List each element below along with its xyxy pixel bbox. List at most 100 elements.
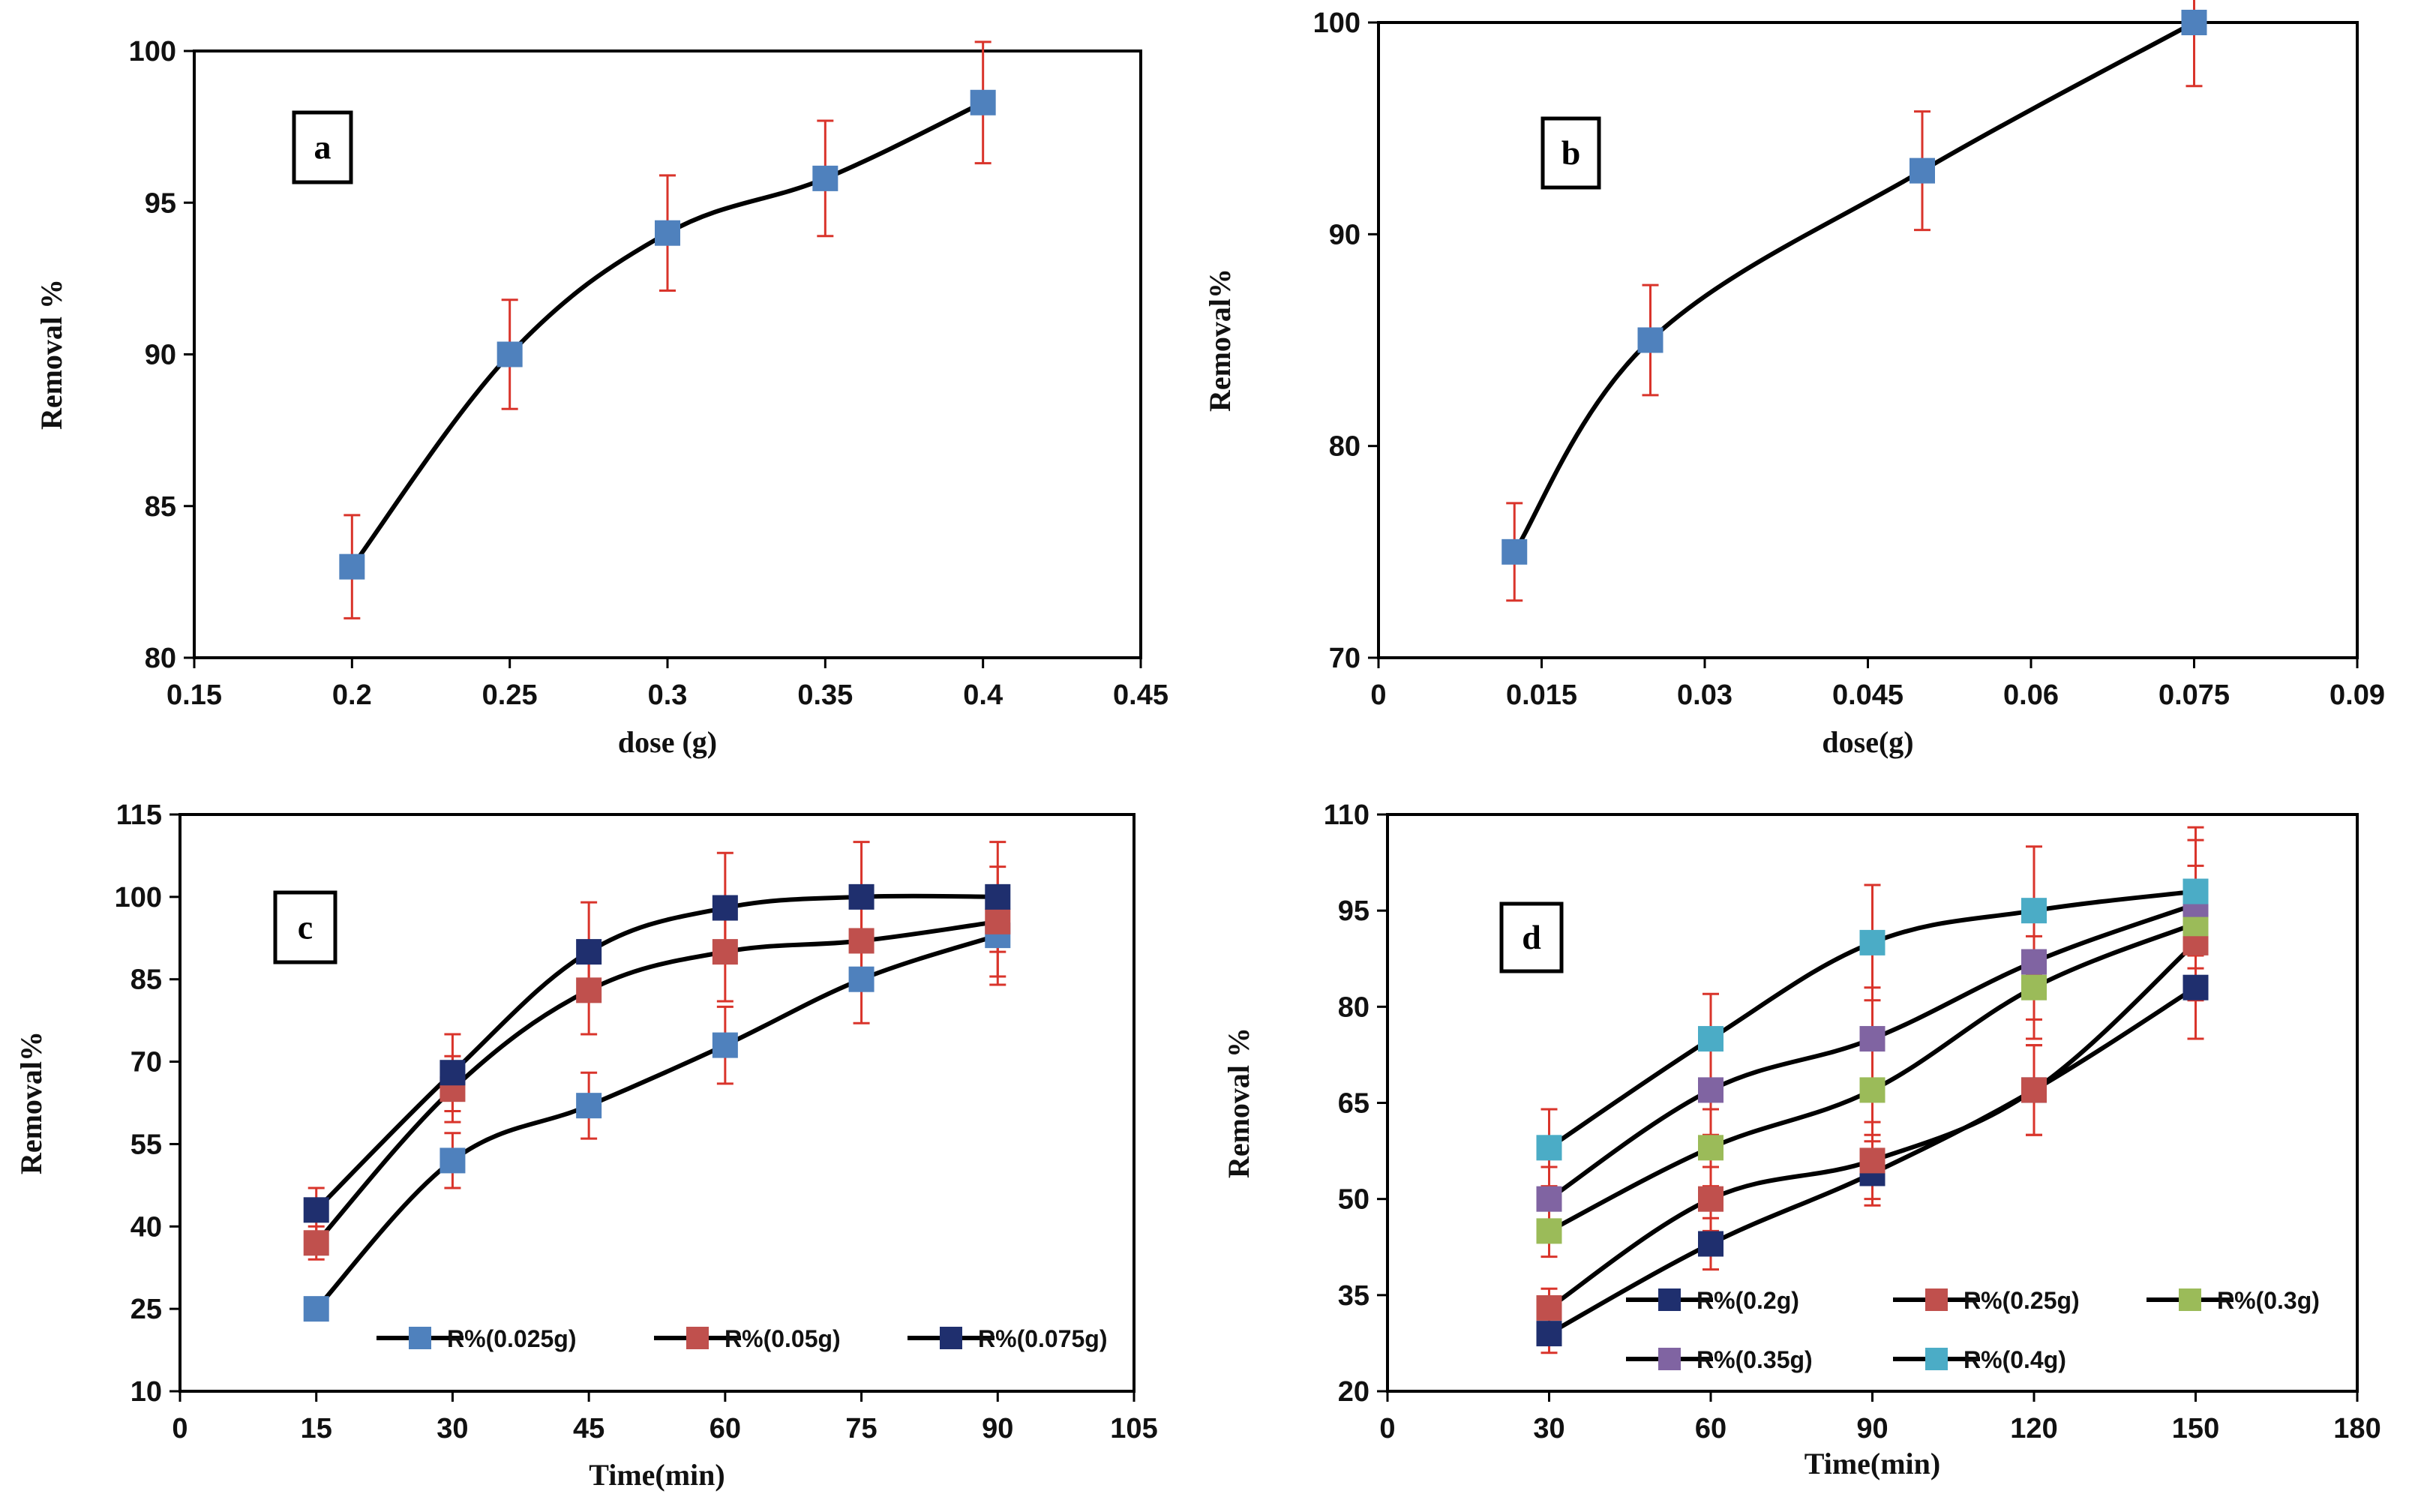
x-tick-label: 90	[1856, 1413, 1888, 1444]
x-axis-label: Time(min)	[589, 1458, 724, 1492]
x-tick-label: 0.3	[648, 680, 688, 711]
data-point	[1859, 1077, 1886, 1103]
data-point	[2181, 10, 2207, 35]
x-tick-label: 120	[2010, 1413, 2057, 1444]
x-tick-label: 60	[710, 1413, 741, 1444]
y-tick-label: 85	[130, 964, 162, 996]
panel-label-box	[273, 890, 338, 964]
y-axis-label: Removal%	[1203, 268, 1237, 412]
data-point	[576, 1093, 602, 1119]
y-tick-label: 35	[1338, 1280, 1370, 1312]
data-point	[1698, 1026, 1724, 1052]
x-tick-label: 0.45	[1113, 680, 1168, 711]
x-tick-label: 0.075	[2158, 680, 2230, 711]
data-point	[303, 1230, 329, 1256]
data-point	[1536, 1321, 1562, 1347]
legend-label: R%(0.2g)	[1696, 1287, 1799, 1314]
data-point	[1698, 1231, 1724, 1257]
x-tick-label: 0.045	[1832, 680, 1904, 711]
legend-marker	[2179, 1288, 2201, 1311]
data-point	[812, 165, 838, 191]
x-tick-label: 0	[172, 1413, 188, 1444]
series-line	[1512, 20, 2195, 554]
x-tick-label: 60	[1695, 1413, 1726, 1444]
panel-label-box	[1499, 902, 1564, 974]
data-point	[2182, 974, 2209, 1000]
y-tick-label: 100	[115, 882, 162, 914]
legend-marker	[940, 1327, 962, 1349]
data-point	[496, 341, 523, 368]
y-tick-label: 10	[130, 1376, 162, 1408]
y-tick-label: 55	[130, 1129, 162, 1160]
legend-marker	[409, 1327, 431, 1349]
data-point	[440, 1060, 466, 1086]
x-tick-label: 90	[982, 1413, 1013, 1444]
data-point	[2182, 878, 2209, 904]
panel-label: c	[298, 908, 313, 946]
panel-c: 10 25 40 55 70 85 100 115 0 15 30 45 60 75 90 105 Time(m…	[14, 800, 1158, 1492]
x-tick-label: 0.15	[166, 680, 222, 711]
data-point	[655, 220, 680, 246]
x-tick-label: 30	[436, 1413, 468, 1444]
data-point	[1698, 1135, 1724, 1161]
data-point	[339, 554, 365, 580]
x-tick-label: 0.35	[797, 680, 853, 711]
y-tick-label: 100	[129, 36, 176, 68]
panel-label: a	[314, 128, 332, 166]
data-point	[2021, 949, 2047, 975]
legend-label: R%(0.25g)	[1964, 1287, 2080, 1314]
data-point	[303, 1296, 329, 1322]
data-point	[2021, 974, 2047, 1000]
y-axis-label: Removal %	[1222, 1028, 1256, 1178]
data-point	[712, 1032, 738, 1058]
data-point	[985, 884, 1011, 910]
y-tick-label: 85	[145, 491, 176, 523]
panel-label: b	[1562, 134, 1581, 172]
x-tick-label: 0	[1370, 680, 1386, 711]
x-tick-label: 105	[1110, 1413, 1157, 1444]
x-tick-label: 150	[2172, 1413, 2219, 1444]
legend-label: R%(0.35g)	[1696, 1346, 1813, 1373]
panel-b: 70 80 90 100 0 0.015 0.03 0.045 0.06 0.075 0.09 dos…	[1203, 0, 2385, 759]
y-tick-label: 40	[130, 1211, 162, 1243]
y-axis-label: Removal%	[14, 1031, 48, 1174]
legend-label: R%(0.05g)	[724, 1325, 841, 1352]
data-point	[303, 1197, 329, 1223]
x-axis-label: dose (g)	[618, 725, 717, 759]
panel-label-box	[292, 110, 353, 184]
legend-label: R%(0.075g)	[978, 1325, 1108, 1352]
x-tick-label: 180	[2333, 1413, 2380, 1444]
y-tick-label: 100	[1313, 8, 1360, 39]
x-tick-label: 15	[301, 1413, 332, 1444]
y-tick-label: 70	[130, 1047, 162, 1078]
y-tick-label: 20	[1338, 1376, 1370, 1408]
data-point	[1698, 1077, 1724, 1103]
y-tick-label: 80	[1338, 992, 1370, 1023]
data-point	[2021, 898, 2047, 924]
x-axis-label: Time(min)	[1804, 1447, 1940, 1480]
x-axis-label: dose(g)	[1822, 725, 1913, 759]
y-tick-label: 80	[145, 643, 176, 674]
data-point	[848, 928, 874, 954]
legend-marker	[1925, 1288, 1948, 1311]
y-tick-label: 90	[145, 340, 176, 371]
data-point	[1859, 929, 1886, 956]
data-point	[576, 977, 602, 1004]
data-point	[712, 939, 738, 965]
data-point	[848, 884, 874, 910]
legend-label: R%(0.025g)	[447, 1325, 577, 1352]
panel-a: 80 85 90 95 100 0.15 0.2 0.25 0.3 0.35 0.4 0.45 dose…	[34, 36, 1168, 759]
x-tick-label: 0.2	[332, 680, 372, 711]
y-tick-label: 90	[1329, 219, 1360, 250]
data-point	[1502, 538, 1528, 565]
legend-marker	[1925, 1348, 1948, 1370]
data-point	[2021, 1077, 2047, 1103]
data-point	[712, 895, 738, 921]
panel-label: d	[1522, 918, 1541, 956]
data-point	[1536, 1135, 1562, 1161]
data-point	[440, 1148, 466, 1174]
panel-d: 20 35 50 65 80 95 110 0 30 60 90 120 150 180 Time(min)…	[1222, 800, 2381, 1480]
x-tick-label: 0.09	[2330, 680, 2385, 711]
y-tick-label: 25	[130, 1294, 162, 1325]
